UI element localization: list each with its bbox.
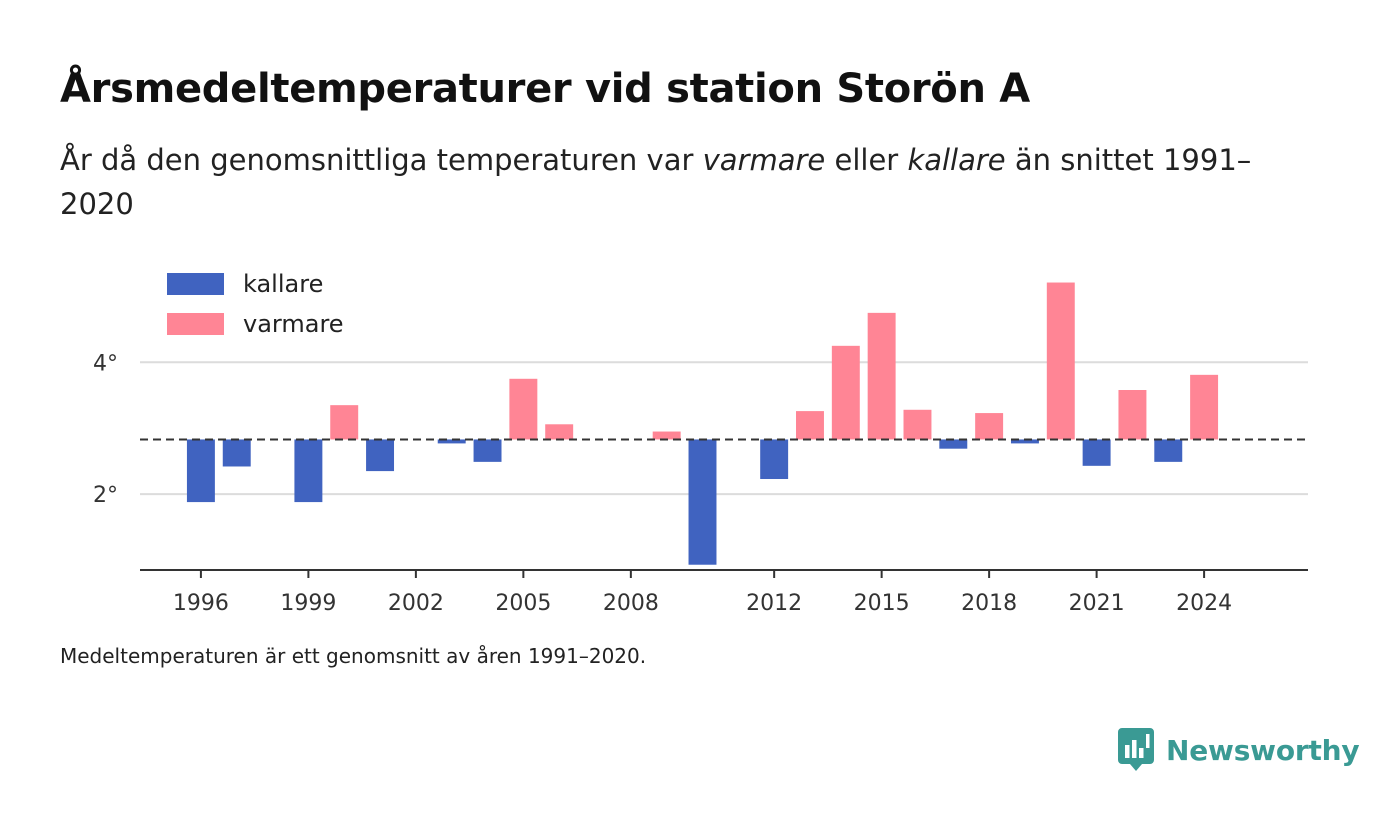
legend-swatch-colder bbox=[167, 273, 224, 295]
bar-2023 bbox=[1154, 439, 1183, 462]
x-tick-label: 2024 bbox=[1176, 591, 1232, 616]
bar-1996 bbox=[186, 439, 215, 503]
x-tick-label: 1999 bbox=[280, 591, 336, 616]
bar-2005 bbox=[509, 378, 538, 440]
subtitle-text: eller bbox=[825, 143, 908, 177]
y-tick-label: 4° bbox=[93, 351, 118, 376]
x-tick-label: 2015 bbox=[854, 591, 910, 616]
x-tick-label: 2005 bbox=[495, 591, 551, 616]
x-tick-label: 2021 bbox=[1069, 591, 1125, 616]
subtitle-cold-word: kallare bbox=[907, 143, 1006, 177]
bar-2000 bbox=[330, 405, 359, 440]
chart-subtitle: År då den genomsnittliga temperaturen va… bbox=[60, 138, 1290, 226]
bar-2004 bbox=[473, 439, 502, 462]
subtitle-text: År då den genomsnittliga temperaturen va… bbox=[60, 143, 703, 177]
legend-label-colder: kallare bbox=[243, 270, 323, 298]
bar-2015 bbox=[867, 312, 896, 440]
bar-2001 bbox=[366, 439, 395, 472]
subtitle-warm-word: varmare bbox=[702, 143, 826, 177]
bar-2006 bbox=[545, 424, 574, 440]
bar-2017 bbox=[939, 439, 968, 449]
newsworthy-logo-icon bbox=[1118, 728, 1154, 771]
chart-title: Årsmedeltemperaturer vid station Storön … bbox=[60, 66, 1030, 112]
y-tick-label: 2° bbox=[93, 483, 118, 508]
bar-2010 bbox=[688, 439, 717, 565]
bar-2022 bbox=[1118, 390, 1147, 440]
bar-2009 bbox=[652, 431, 681, 440]
bar-2021 bbox=[1082, 439, 1111, 466]
bar-1999 bbox=[294, 439, 323, 503]
bar-2013 bbox=[796, 411, 824, 440]
x-tick-label: 2002 bbox=[388, 591, 444, 616]
bar-2014 bbox=[831, 345, 860, 440]
x-tick-label: 2018 bbox=[961, 591, 1017, 616]
bar-1997 bbox=[222, 439, 251, 467]
brand-name: Newsworthy bbox=[1166, 733, 1360, 767]
x-tick-label: 2008 bbox=[603, 591, 659, 616]
legend-label-warmer: varmare bbox=[243, 310, 344, 338]
bar-2018 bbox=[975, 413, 1004, 440]
bar-2003 bbox=[437, 439, 466, 444]
bar-2016 bbox=[903, 409, 932, 440]
legend-swatch-warmer bbox=[167, 313, 224, 335]
bar-2024 bbox=[1190, 374, 1219, 440]
bar-chart: 2° 4° 1996 1999 2002 2005 2008 2012 2015 2018 2021… bbox=[93, 270, 1308, 616]
x-tick-label: 2012 bbox=[746, 591, 802, 616]
subtitle-text: än snittet 1991–2020 bbox=[60, 143, 1252, 221]
newsworthy-logo: Newsworthy bbox=[1118, 728, 1360, 772]
bar-2020 bbox=[1046, 282, 1075, 440]
bar-2019 bbox=[1010, 439, 1039, 444]
footnote: Medeltemperaturen är ett genomsnitt av å… bbox=[60, 644, 647, 668]
bar-2012 bbox=[760, 439, 789, 480]
x-tick-label: 1996 bbox=[173, 591, 229, 616]
